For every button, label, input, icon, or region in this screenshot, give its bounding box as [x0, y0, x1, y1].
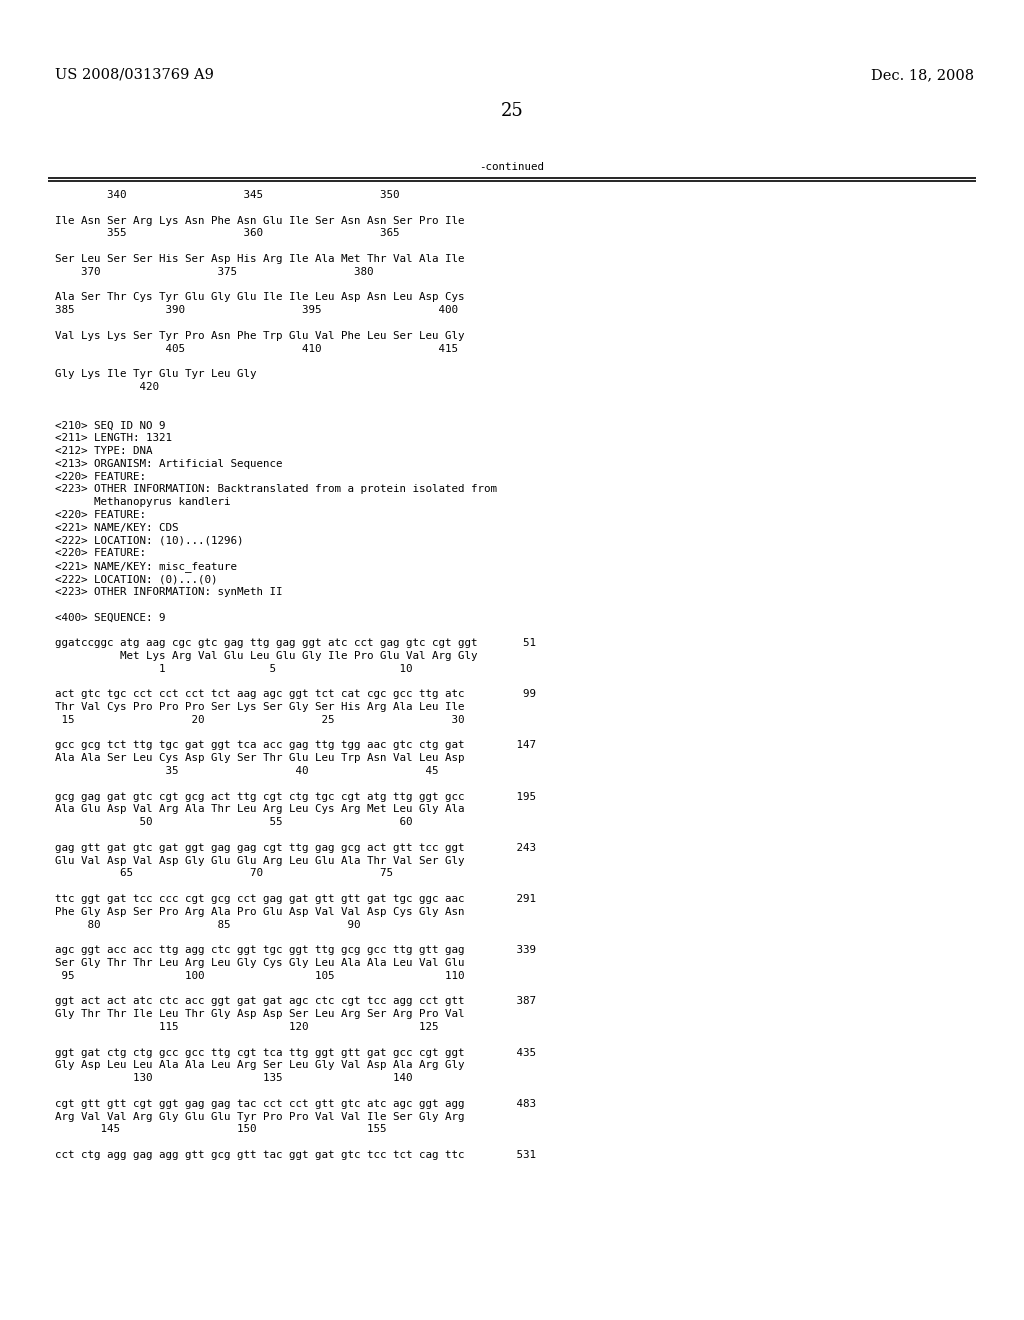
- Text: <212> TYPE: DNA: <212> TYPE: DNA: [55, 446, 153, 455]
- Text: 65                  70                  75: 65 70 75: [55, 869, 393, 878]
- Text: Ala Glu Asp Val Arg Ala Thr Leu Arg Leu Cys Arg Met Leu Gly Ala: Ala Glu Asp Val Arg Ala Thr Leu Arg Leu …: [55, 804, 465, 814]
- Text: <211> LENGTH: 1321: <211> LENGTH: 1321: [55, 433, 172, 444]
- Text: Gly Asp Leu Leu Ala Ala Leu Arg Ser Leu Gly Val Asp Ala Arg Gly: Gly Asp Leu Leu Ala Ala Leu Arg Ser Leu …: [55, 1060, 465, 1071]
- Text: Methanopyrus kandleri: Methanopyrus kandleri: [55, 498, 230, 507]
- Text: Ala Ala Ser Leu Cys Asp Gly Ser Thr Glu Leu Trp Asn Val Leu Asp: Ala Ala Ser Leu Cys Asp Gly Ser Thr Glu …: [55, 754, 465, 763]
- Text: ggatccggc atg aag cgc gtc gag ttg gag ggt atc cct gag gtc cgt ggt       51: ggatccggc atg aag cgc gtc gag ttg gag gg…: [55, 638, 536, 648]
- Text: 25: 25: [501, 102, 523, 120]
- Text: <223> OTHER INFORMATION: Backtranslated from a protein isolated from: <223> OTHER INFORMATION: Backtranslated …: [55, 484, 497, 495]
- Text: 1                5                   10: 1 5 10: [55, 664, 413, 673]
- Text: <213> ORGANISM: Artificial Sequence: <213> ORGANISM: Artificial Sequence: [55, 459, 283, 469]
- Text: <221> NAME/KEY: misc_feature: <221> NAME/KEY: misc_feature: [55, 561, 237, 572]
- Text: <220> FEATURE:: <220> FEATURE:: [55, 548, 146, 558]
- Text: cgt gtt gtt cgt ggt gag gag tac cct cct gtt gtc atc agc ggt agg        483: cgt gtt gtt cgt ggt gag gag tac cct cct …: [55, 1098, 536, 1109]
- Text: 145                  150                 155: 145 150 155: [55, 1125, 386, 1134]
- Text: gag gtt gat gtc gat ggt gag gag cgt ttg gag gcg act gtt tcc ggt        243: gag gtt gat gtc gat ggt gag gag cgt ttg …: [55, 842, 536, 853]
- Text: ggt gat ctg ctg gcc gcc ttg cgt tca ttg ggt gtt gat gcc cgt ggt        435: ggt gat ctg ctg gcc gcc ttg cgt tca ttg …: [55, 1048, 536, 1057]
- Text: 50                  55                  60: 50 55 60: [55, 817, 413, 828]
- Text: gcc gcg tct ttg tgc gat ggt tca acc gag ttg tgg aac gtc ctg gat        147: gcc gcg tct ttg tgc gat ggt tca acc gag …: [55, 741, 536, 750]
- Text: Ser Leu Ser Ser His Ser Asp His Arg Ile Ala Met Thr Val Ala Ile: Ser Leu Ser Ser His Ser Asp His Arg Ile …: [55, 253, 465, 264]
- Text: 115                 120                 125: 115 120 125: [55, 1022, 438, 1032]
- Text: 130                 135                 140: 130 135 140: [55, 1073, 413, 1084]
- Text: <220> FEATURE:: <220> FEATURE:: [55, 510, 146, 520]
- Text: Dec. 18, 2008: Dec. 18, 2008: [870, 69, 974, 82]
- Text: Ile Asn Ser Arg Lys Asn Phe Asn Glu Ile Ser Asn Asn Ser Pro Ile: Ile Asn Ser Arg Lys Asn Phe Asn Glu Ile …: [55, 215, 465, 226]
- Text: Gly Thr Thr Ile Leu Thr Gly Asp Asp Ser Leu Arg Ser Arg Pro Val: Gly Thr Thr Ile Leu Thr Gly Asp Asp Ser …: [55, 1010, 465, 1019]
- Text: Ser Gly Thr Thr Leu Arg Leu Gly Cys Gly Leu Ala Ala Leu Val Glu: Ser Gly Thr Thr Leu Arg Leu Gly Cys Gly …: [55, 958, 465, 968]
- Text: 95                 100                 105                 110: 95 100 105 110: [55, 970, 465, 981]
- Text: 80                  85                  90: 80 85 90: [55, 920, 360, 929]
- Text: act gtc tgc cct cct cct tct aag agc ggt tct cat cgc gcc ttg atc         99: act gtc tgc cct cct cct tct aag agc ggt …: [55, 689, 536, 700]
- Text: agc ggt acc acc ttg agg ctc ggt tgc ggt ttg gcg gcc ttg gtt gag        339: agc ggt acc acc ttg agg ctc ggt tgc ggt …: [55, 945, 536, 956]
- Text: 355                  360                  365: 355 360 365: [55, 228, 399, 239]
- Text: Ala Ser Thr Cys Tyr Glu Gly Glu Ile Ile Leu Asp Asn Leu Asp Cys: Ala Ser Thr Cys Tyr Glu Gly Glu Ile Ile …: [55, 293, 465, 302]
- Text: gcg gag gat gtc cgt gcg act ttg cgt ctg tgc cgt atg ttg ggt gcc        195: gcg gag gat gtc cgt gcg act ttg cgt ctg …: [55, 792, 536, 801]
- Text: 370                  375                  380: 370 375 380: [55, 267, 374, 277]
- Text: 35                  40                  45: 35 40 45: [55, 766, 438, 776]
- Text: Thr Val Cys Pro Pro Pro Ser Lys Ser Gly Ser His Arg Ala Leu Ile: Thr Val Cys Pro Pro Pro Ser Lys Ser Gly …: [55, 702, 465, 711]
- Text: 405                  410                  415: 405 410 415: [55, 343, 458, 354]
- Text: Phe Gly Asp Ser Pro Arg Ala Pro Glu Asp Val Val Asp Cys Gly Asn: Phe Gly Asp Ser Pro Arg Ala Pro Glu Asp …: [55, 907, 465, 917]
- Text: 420: 420: [55, 381, 159, 392]
- Text: <223> OTHER INFORMATION: synMeth II: <223> OTHER INFORMATION: synMeth II: [55, 587, 283, 597]
- Text: Arg Val Val Arg Gly Glu Glu Tyr Pro Pro Val Val Ile Ser Gly Arg: Arg Val Val Arg Gly Glu Glu Tyr Pro Pro …: [55, 1111, 465, 1122]
- Text: cct ctg agg gag agg gtt gcg gtt tac ggt gat gtc tcc tct cag ttc        531: cct ctg agg gag agg gtt gcg gtt tac ggt …: [55, 1150, 536, 1160]
- Text: <221> NAME/KEY: CDS: <221> NAME/KEY: CDS: [55, 523, 178, 533]
- Text: <400> SEQUENCE: 9: <400> SEQUENCE: 9: [55, 612, 166, 623]
- Text: 340                  345                  350: 340 345 350: [55, 190, 399, 201]
- Text: 15                  20                  25                  30: 15 20 25 30: [55, 715, 465, 725]
- Text: US 2008/0313769 A9: US 2008/0313769 A9: [55, 69, 214, 82]
- Text: -continued: -continued: [479, 162, 545, 172]
- Text: <222> LOCATION: (10)...(1296): <222> LOCATION: (10)...(1296): [55, 536, 244, 545]
- Text: <220> FEATURE:: <220> FEATURE:: [55, 471, 146, 482]
- Text: ttc ggt gat tcc ccc cgt gcg cct gag gat gtt gtt gat tgc ggc aac        291: ttc ggt gat tcc ccc cgt gcg cct gag gat …: [55, 894, 536, 904]
- Text: Val Lys Lys Ser Tyr Pro Asn Phe Trp Glu Val Phe Leu Ser Leu Gly: Val Lys Lys Ser Tyr Pro Asn Phe Trp Glu …: [55, 331, 465, 341]
- Text: Gly Lys Ile Tyr Glu Tyr Leu Gly: Gly Lys Ile Tyr Glu Tyr Leu Gly: [55, 370, 256, 379]
- Text: ggt act act atc ctc acc ggt gat gat agc ctc cgt tcc agg cct gtt        387: ggt act act atc ctc acc ggt gat gat agc …: [55, 997, 536, 1006]
- Text: Met Lys Arg Val Glu Leu Glu Gly Ile Pro Glu Val Arg Gly: Met Lys Arg Val Glu Leu Glu Gly Ile Pro …: [55, 651, 477, 661]
- Text: <222> LOCATION: (0)...(0): <222> LOCATION: (0)...(0): [55, 574, 217, 583]
- Text: <210> SEQ ID NO 9: <210> SEQ ID NO 9: [55, 420, 166, 430]
- Text: 385              390                  395                  400: 385 390 395 400: [55, 305, 458, 315]
- Text: Glu Val Asp Val Asp Gly Glu Glu Arg Leu Glu Ala Thr Val Ser Gly: Glu Val Asp Val Asp Gly Glu Glu Arg Leu …: [55, 855, 465, 866]
